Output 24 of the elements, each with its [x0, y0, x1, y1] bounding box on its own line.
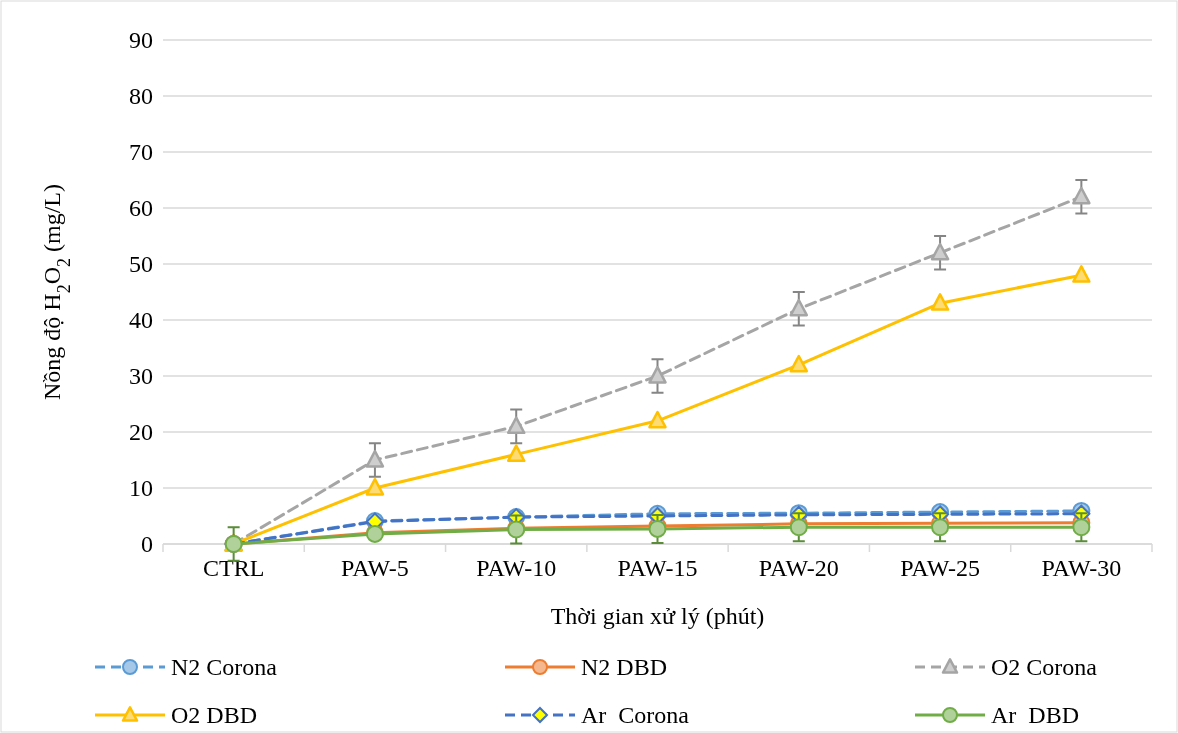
legend-label: O2 Corona	[991, 654, 1098, 681]
y-tick-label: 60	[129, 195, 153, 222]
x-tick-label: PAW-10	[476, 555, 557, 581]
x-tick-label: PAW-15	[617, 555, 698, 581]
y-tick-label: 20	[129, 419, 153, 446]
x-tick-label: CTRL	[202, 555, 265, 581]
x-axis-title: Thời gian xử lý (phút)	[550, 603, 765, 629]
y-tick-label: 90	[129, 27, 153, 54]
legend-label: O2 DBD	[171, 702, 258, 729]
legend-label: N2 DBD	[581, 654, 668, 681]
y-tick-label: 10	[129, 475, 153, 502]
legend-label: Ar Corona	[581, 702, 690, 729]
y-tick-label: 70	[129, 139, 153, 166]
x-tick-label: PAW-30	[1041, 555, 1122, 581]
x-tick-label: PAW-20	[758, 555, 839, 581]
x-tick-label: PAW-5	[340, 555, 409, 581]
y-tick-label: 30	[129, 363, 153, 390]
y-tick-label: 80	[129, 83, 153, 110]
y-tick-label: 40	[129, 307, 153, 334]
legend-label: Ar DBD	[991, 702, 1079, 729]
y-tick-label: 0	[141, 531, 153, 558]
x-tick-label: PAW-25	[900, 555, 981, 581]
y-tick-label: 50	[129, 251, 153, 278]
legend-label: N2 Corona	[171, 654, 278, 681]
